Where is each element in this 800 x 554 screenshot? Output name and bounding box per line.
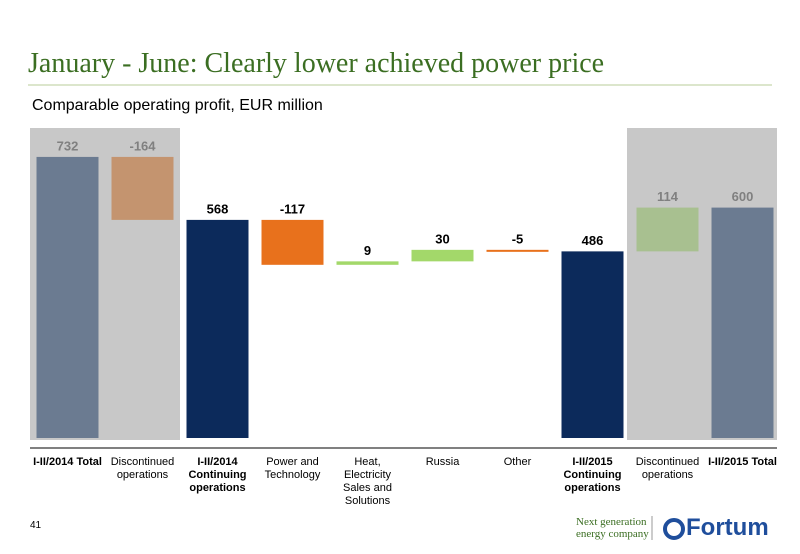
value-label: 600 — [732, 189, 754, 204]
value-label: -117 — [280, 201, 305, 216]
bar — [561, 251, 624, 438]
value-label: -164 — [129, 138, 156, 153]
tagline: Next generation energy company — [576, 516, 649, 540]
category-label: Discontinued operations — [110, 456, 175, 481]
category-label: Discontinued operations — [635, 456, 700, 481]
category-label: Power and Technology — [264, 456, 321, 481]
bar — [336, 261, 399, 265]
bar — [36, 156, 99, 439]
category-label: Heat, Electricity Sales and Solutions — [343, 456, 392, 507]
category-label: I-II/2015 Continuing operations — [563, 456, 622, 494]
value-label: -5 — [512, 231, 524, 246]
bar — [711, 207, 774, 438]
bar — [261, 219, 324, 265]
value-label: 568 — [207, 201, 229, 216]
bar — [111, 156, 174, 220]
value-label: 9 — [364, 243, 371, 258]
value-label: 732 — [57, 138, 79, 153]
value-label: 486 — [582, 233, 604, 248]
bar — [486, 249, 549, 252]
category-label: I-II/2014 Total — [33, 456, 102, 468]
category-label: Russia — [425, 456, 460, 468]
chart-title: Comparable operating profit, EUR million — [32, 97, 323, 114]
bar — [186, 219, 249, 438]
category-label: I-II/2014 Continuing operations — [188, 456, 247, 494]
page-number: 41 — [30, 520, 42, 531]
slide-title: January - June: Clearly lower achieved p… — [28, 48, 605, 79]
logo-icon — [663, 518, 685, 540]
value-label: 30 — [435, 231, 449, 246]
bar — [411, 249, 474, 262]
category-label: Other — [503, 456, 532, 468]
category-label: I-II/2015 Total — [708, 456, 777, 468]
bar — [636, 207, 699, 252]
logo-text: Fortum — [686, 514, 769, 541]
value-label: 114 — [657, 189, 679, 204]
